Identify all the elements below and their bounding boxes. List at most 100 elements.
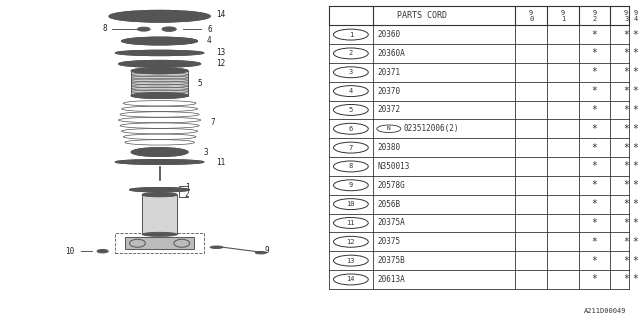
Text: 9
0: 9 0 [529,10,533,21]
Text: N: N [387,126,390,131]
Text: 5: 5 [349,107,353,113]
Text: *: * [633,143,639,153]
Text: 12: 12 [216,59,226,68]
Text: 9: 9 [349,182,353,188]
Text: *: * [591,143,598,153]
Text: *: * [623,29,629,40]
Text: 1: 1 [185,183,189,192]
Text: *: * [623,86,629,96]
Text: *: * [591,180,598,190]
Text: *: * [633,237,639,247]
Text: 7: 7 [349,145,353,151]
Text: 3: 3 [349,69,353,75]
Text: *: * [591,275,598,284]
Text: 20371: 20371 [378,68,401,77]
Text: *: * [633,218,639,228]
Text: *: * [623,256,629,266]
Text: 7: 7 [211,118,215,127]
Text: 12: 12 [347,239,355,245]
Text: 9
4: 9 4 [634,10,638,21]
Text: *: * [591,105,598,115]
Text: *: * [623,218,629,228]
Ellipse shape [131,68,188,74]
FancyBboxPatch shape [125,237,195,249]
Text: *: * [633,199,639,209]
Ellipse shape [142,193,177,197]
Text: *: * [591,218,598,228]
Text: *: * [623,105,629,115]
Ellipse shape [138,27,150,31]
Ellipse shape [211,246,223,248]
Text: *: * [591,237,598,247]
Text: *: * [633,256,639,266]
Ellipse shape [162,27,176,31]
Text: 3: 3 [204,148,209,156]
Text: *: * [591,48,598,59]
Text: 13: 13 [216,48,226,57]
Text: *: * [591,67,598,77]
Text: 20372: 20372 [378,105,401,115]
Text: 2056B: 2056B [378,200,401,209]
Text: 13: 13 [347,258,355,264]
Text: A211D00049: A211D00049 [584,308,626,314]
Text: *: * [591,86,598,96]
Text: *: * [623,180,629,190]
Text: 10: 10 [65,247,74,256]
Text: 1: 1 [349,32,353,37]
FancyBboxPatch shape [142,195,177,234]
Text: 20380: 20380 [378,143,401,152]
Text: *: * [633,29,639,40]
FancyBboxPatch shape [131,71,188,96]
Text: *: * [591,256,598,266]
Ellipse shape [129,188,189,192]
Text: *: * [623,275,629,284]
Text: *: * [633,180,639,190]
Text: 6: 6 [349,126,353,132]
Text: 9: 9 [264,246,269,255]
Text: *: * [623,162,629,172]
Text: 2: 2 [185,190,189,199]
Text: 20375A: 20375A [378,219,406,228]
Text: 20375B: 20375B [378,256,406,265]
Text: *: * [633,86,639,96]
Ellipse shape [122,37,198,45]
Text: *: * [623,48,629,59]
Text: 4: 4 [207,36,212,44]
Text: 9
2: 9 2 [593,10,596,21]
Ellipse shape [118,60,201,67]
Text: *: * [623,124,629,134]
Text: 10: 10 [347,201,355,207]
Text: 14: 14 [347,276,355,283]
Ellipse shape [142,232,177,236]
Text: *: * [633,275,639,284]
Ellipse shape [115,50,204,56]
Ellipse shape [97,250,108,253]
Text: *: * [623,67,629,77]
Text: *: * [591,29,598,40]
Text: N350013: N350013 [378,162,410,171]
Text: 8: 8 [102,24,108,33]
Text: 4: 4 [349,88,353,94]
Text: 023512006(2): 023512006(2) [403,124,459,133]
Ellipse shape [255,252,266,254]
Text: 20360: 20360 [378,30,401,39]
Text: *: * [591,162,598,172]
Text: 5: 5 [198,79,202,88]
Ellipse shape [115,159,204,164]
Text: 20370: 20370 [378,87,401,96]
Text: 11: 11 [347,220,355,226]
Text: 20360A: 20360A [378,49,406,58]
Text: 14: 14 [216,10,226,19]
Text: *: * [623,237,629,247]
Text: 20578G: 20578G [378,181,406,190]
Text: *: * [633,124,639,134]
Text: *: * [591,199,598,209]
Text: *: * [633,105,639,115]
Text: *: * [623,199,629,209]
Text: 9
1: 9 1 [561,10,565,21]
Ellipse shape [131,148,188,156]
Text: 9
3: 9 3 [624,10,628,21]
Text: 11: 11 [216,158,226,167]
Text: 20375: 20375 [378,237,401,246]
Text: *: * [633,162,639,172]
